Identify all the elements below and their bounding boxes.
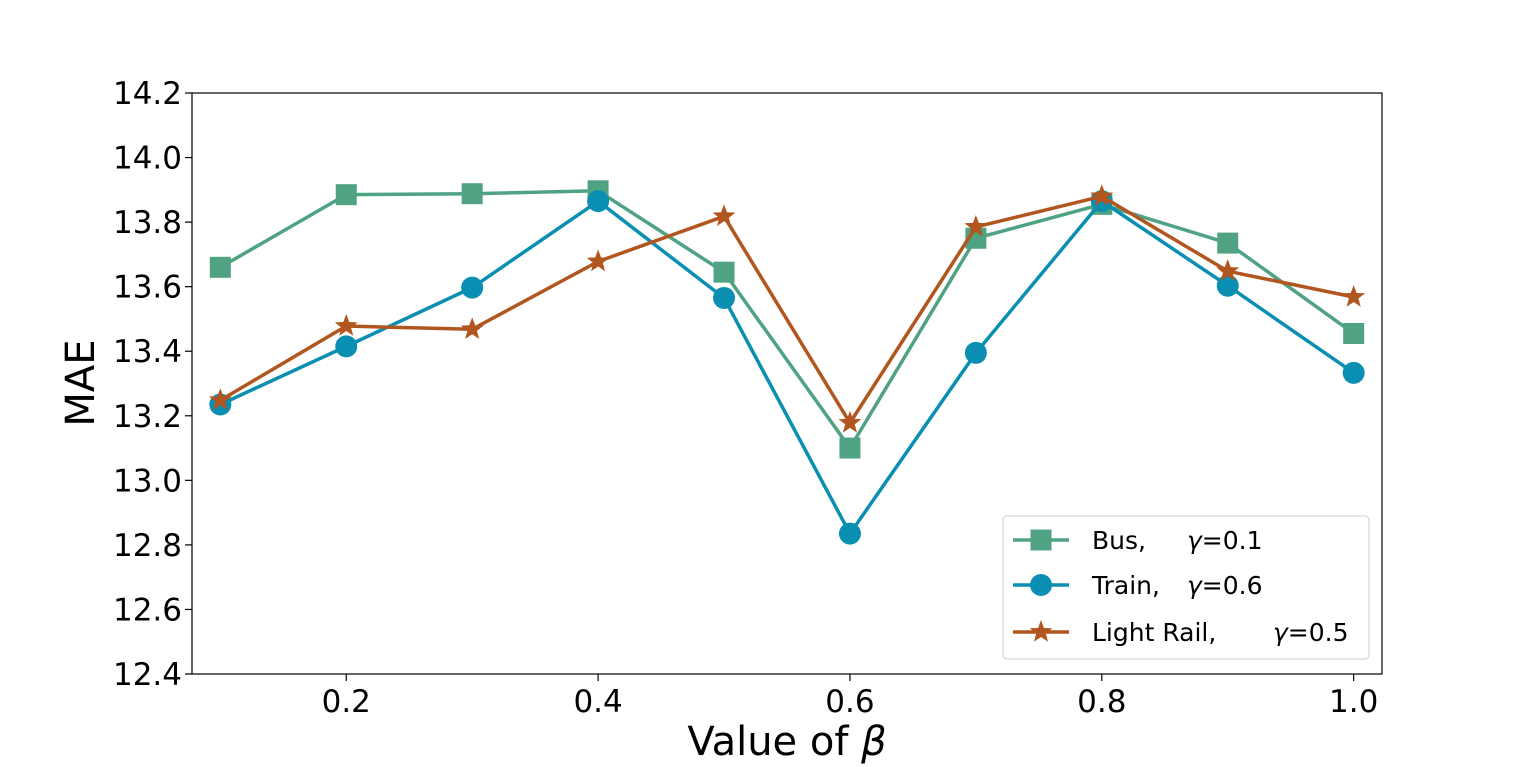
series-3 <box>208 184 1366 433</box>
data-point-star <box>460 317 484 339</box>
legend-item[interactable]: Light Rail, γ=0.5 <box>1013 618 1349 647</box>
series-1 <box>209 180 1365 459</box>
legend-marker-square <box>1030 529 1052 551</box>
data-point-star <box>1342 285 1366 307</box>
data-point-circle <box>838 522 861 545</box>
series-line <box>219 199 1355 536</box>
data-point-star <box>964 214 988 237</box>
data-point-square <box>335 184 357 206</box>
legend-marker-star <box>1029 620 1053 642</box>
x-tick-label: 0.4 <box>573 684 622 720</box>
data-point-circle <box>587 190 610 213</box>
legend-param: γ=0.6 <box>1187 571 1263 600</box>
data-point-star <box>838 410 862 433</box>
x-tick-label: 0.2 <box>322 684 371 720</box>
data-point-circle <box>1342 361 1365 384</box>
series-line <box>219 194 1355 425</box>
y-tick-label: 13.6 <box>113 270 182 306</box>
y-tick-label: 13.8 <box>113 205 182 241</box>
data-point-circle <box>335 335 358 358</box>
data-point-star <box>712 204 736 227</box>
legend-label: Light Rail, <box>1092 618 1216 647</box>
data-point-square <box>209 256 231 278</box>
x-axis: 0.2 0.4 0.6 0.8 1.0 <box>322 674 1378 720</box>
data-point-circle <box>461 276 484 299</box>
y-tick-label: 14.0 <box>113 141 182 177</box>
data-point-star <box>334 314 358 336</box>
y-tick-label: 12.8 <box>113 528 182 564</box>
legend-marker-circle <box>1030 574 1052 596</box>
data-point-star <box>586 249 610 272</box>
data-point-square <box>839 437 861 459</box>
legend-label: Train, <box>1091 571 1160 600</box>
data-point-star <box>1090 184 1114 206</box>
x-tick-label: 1.0 <box>1329 684 1378 720</box>
data-point-circle <box>713 286 736 309</box>
y-tick-label: 14.2 <box>113 76 182 112</box>
x-axis-title: Value of β <box>687 719 886 765</box>
legend-label: Bus, <box>1092 526 1146 555</box>
data-point-square <box>713 261 735 283</box>
data-point-square <box>1217 232 1239 254</box>
x-tick-label: 0.6 <box>825 684 874 720</box>
y-tick-label: 13.4 <box>113 334 182 370</box>
data-point-square <box>461 183 483 205</box>
data-point-circle <box>1216 274 1239 297</box>
series-line <box>219 189 1355 450</box>
y-tick-label: 12.6 <box>113 592 182 628</box>
y-axis: 12.4 12.6 12.8 13.0 13.2 13.4 13.6 13.8 14.0 14.2 <box>113 76 192 693</box>
x-tick-label: 0.8 <box>1077 684 1126 720</box>
y-tick-label: 12.4 <box>113 657 182 693</box>
legend-item[interactable]: Bus, γ=0.1 <box>1013 526 1263 555</box>
y-tick-label: 13.2 <box>113 399 182 435</box>
x-axis-title-text: Value of <box>687 719 861 765</box>
legend-param: γ=0.1 <box>1187 526 1263 555</box>
data-point-star <box>208 388 232 410</box>
y-axis-title: MAE <box>58 339 104 426</box>
data-point-star <box>1216 259 1240 281</box>
y-tick-label: 13.0 <box>113 463 182 499</box>
data-point-circle <box>964 341 987 364</box>
x-axis-title-symbol: β <box>860 719 887 765</box>
legend[interactable]: Bus, γ=0.1 Train, γ=0.6 Light Rail, γ=0.5 <box>1002 515 1370 660</box>
series-layer <box>208 180 1366 545</box>
legend-item[interactable]: Train, γ=0.6 <box>1013 571 1263 600</box>
data-point-square <box>1343 322 1365 344</box>
legend-box <box>1002 515 1370 660</box>
legend-param: γ=0.5 <box>1273 618 1349 647</box>
